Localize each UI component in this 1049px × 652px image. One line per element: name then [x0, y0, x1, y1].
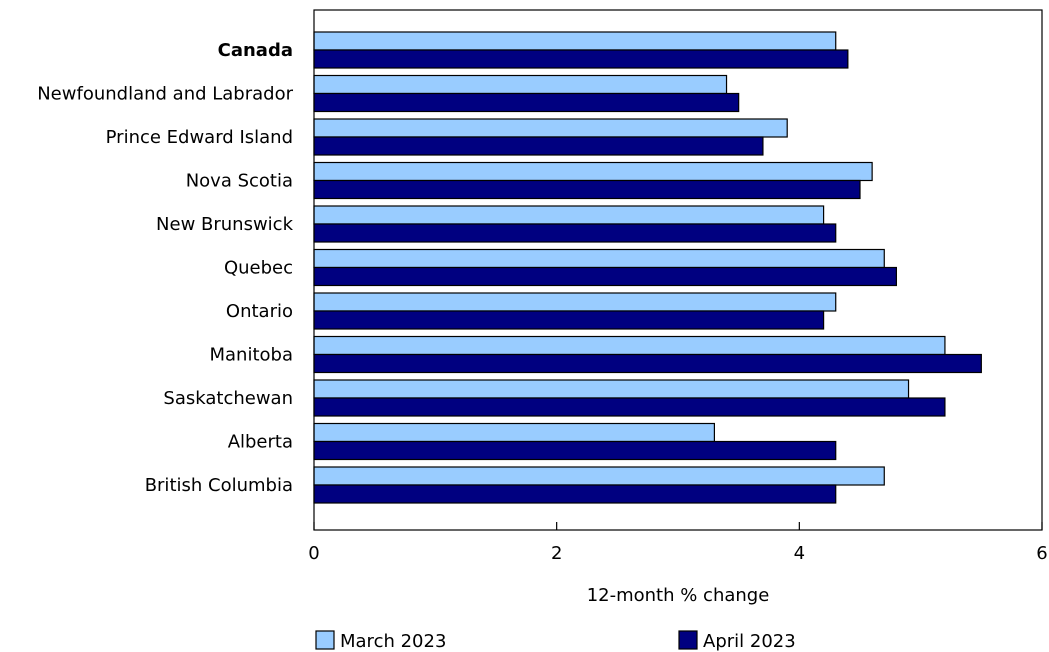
category-label: Newfoundland and Labrador: [37, 84, 293, 105]
bar-march-3: [313, 161, 873, 182]
legend-label-march: March 2023: [340, 631, 446, 652]
bar-march-7: [313, 335, 946, 356]
x-axis-title: 12-month % change: [587, 585, 770, 606]
bar-march-9: [313, 422, 715, 443]
bar-april-8: [313, 397, 946, 417]
category-label: Alberta: [228, 432, 293, 453]
bar-april-10: [313, 484, 837, 504]
plot-frame: [313, 9, 1043, 531]
x-tick-label: 6: [1036, 543, 1047, 564]
category-label: Saskatchewan: [163, 388, 293, 409]
bars-group: [313, 31, 982, 504]
bar-april-9: [313, 440, 837, 461]
x-tick-label: 0: [308, 543, 319, 564]
category-label: British Columbia: [145, 475, 293, 496]
x-tick-label: 2: [551, 543, 562, 564]
category-label: Nova Scotia: [186, 171, 293, 192]
category-label: Ontario: [226, 301, 293, 322]
bar-march-10: [313, 466, 885, 486]
category-labels: Canada Newfoundland and Labrador Prince Ed…: [37, 40, 293, 496]
legend-swatch-march: [315, 630, 335, 650]
bar-march-4: [313, 205, 825, 225]
legend: March 2023 April 2023: [315, 630, 796, 652]
bar-april-5: [313, 266, 898, 287]
legend-label-april: April 2023: [703, 631, 796, 652]
x-axis-ticks: 0 2 4 6: [308, 522, 1048, 564]
bar-april-0: [313, 49, 849, 69]
bar-march-1: [313, 74, 728, 95]
bar-april-3: [313, 179, 861, 200]
bar-april-4: [313, 223, 837, 243]
bar-march-8: [313, 379, 910, 399]
x-tick-label: 4: [794, 543, 805, 564]
bar-march-5: [313, 248, 885, 269]
category-label: Prince Edward Island: [106, 127, 293, 148]
bar-march-6: [313, 292, 837, 312]
bar-april-1: [313, 92, 740, 113]
category-label: New Brunswick: [156, 214, 294, 235]
bar-april-7: [313, 353, 982, 374]
bar-april-2: [313, 136, 764, 156]
legend-swatch-april: [678, 630, 698, 650]
bar-april-6: [313, 310, 825, 330]
category-label: Quebec: [224, 258, 293, 279]
bar-march-0: [313, 31, 837, 51]
category-label: Manitoba: [210, 345, 294, 366]
category-label: Canada: [218, 40, 293, 61]
bar-march-2: [313, 118, 788, 138]
